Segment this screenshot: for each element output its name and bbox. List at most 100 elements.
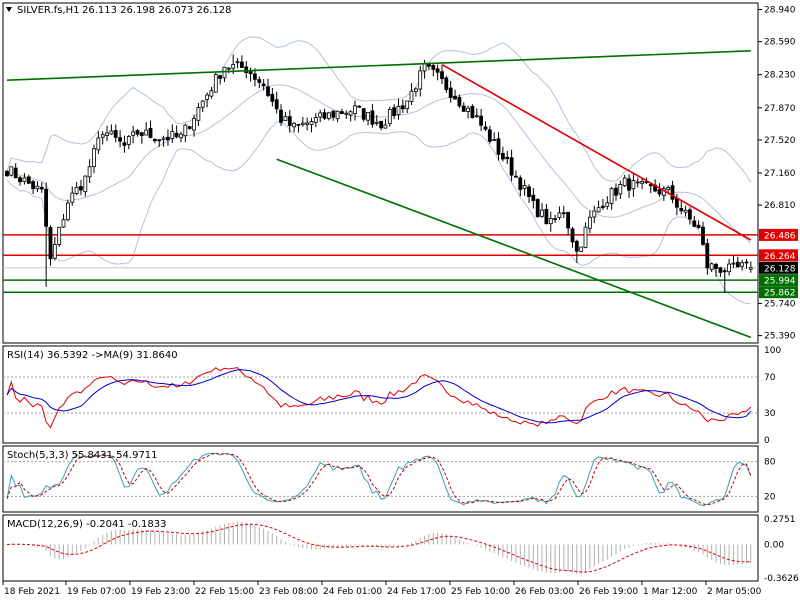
candle-bull bbox=[35, 185, 40, 190]
candle-bear bbox=[122, 142, 127, 146]
candle-bear bbox=[287, 116, 292, 126]
macd-panel[interactable] bbox=[2, 514, 759, 582]
candle-bull bbox=[727, 263, 731, 273]
candle-bull bbox=[409, 90, 414, 102]
time-tick-label: 24 Feb 01:00 bbox=[323, 587, 382, 597]
candle-bear bbox=[431, 65, 436, 70]
candle-bull bbox=[196, 107, 201, 121]
red-trendline[interactable] bbox=[441, 63, 752, 241]
rsi-line bbox=[6, 367, 752, 429]
rsi-tick-label: 100 bbox=[764, 346, 781, 356]
rsi-ma-line bbox=[6, 369, 752, 424]
candle-bull bbox=[557, 212, 562, 218]
candle-bear bbox=[135, 129, 140, 135]
price-label-text: 26.264 bbox=[764, 252, 796, 262]
candle-bull bbox=[283, 116, 288, 121]
candle-bear bbox=[535, 199, 540, 218]
candle-bear bbox=[701, 226, 705, 245]
green-trendline[interactable] bbox=[6, 50, 751, 81]
rsi-lines: 100 70 30 0 bbox=[3, 346, 781, 446]
candle-bull bbox=[492, 139, 497, 142]
price-tick-label: 27.160 bbox=[764, 169, 796, 179]
candle-bull bbox=[144, 129, 149, 136]
candle-bear bbox=[561, 212, 566, 215]
candle-bear bbox=[627, 178, 631, 191]
candle-bull bbox=[748, 267, 753, 270]
candle-bull bbox=[387, 109, 392, 125]
stochastic-title: Stoch(5,3,3) 55.8431 54.9711 bbox=[7, 450, 158, 461]
candle-bear bbox=[670, 185, 675, 200]
candle-bear bbox=[279, 109, 283, 123]
bollinger-upper bbox=[6, 36, 752, 183]
price-tick-label: 25.390 bbox=[764, 332, 796, 342]
candle-bull bbox=[57, 226, 62, 245]
candle-bull bbox=[66, 202, 70, 221]
candle-bull bbox=[326, 112, 331, 119]
candle-bull bbox=[374, 121, 379, 124]
candle-bear bbox=[440, 71, 444, 80]
candle-bear bbox=[518, 177, 523, 190]
candle-bull bbox=[83, 175, 88, 193]
candle-bull bbox=[222, 66, 227, 79]
candle-bear bbox=[570, 228, 575, 243]
candle-bear bbox=[79, 186, 83, 191]
candle-bull bbox=[92, 148, 96, 167]
candle-bull bbox=[74, 186, 79, 194]
stoch-signal-line bbox=[6, 452, 752, 506]
macd-signal-line bbox=[6, 523, 751, 573]
candle-bear bbox=[566, 211, 570, 229]
candle-bull bbox=[740, 262, 744, 267]
candle-bear bbox=[648, 183, 653, 187]
candle-bear bbox=[696, 224, 701, 228]
candle-bear bbox=[679, 207, 684, 212]
candle-bull bbox=[353, 105, 357, 114]
candle-bull bbox=[183, 124, 188, 137]
candle-bear bbox=[714, 263, 718, 269]
candle-bear bbox=[500, 153, 505, 160]
price-tick-label: 26.810 bbox=[764, 201, 796, 211]
candle-bear bbox=[744, 261, 749, 264]
candle-bear bbox=[48, 226, 53, 260]
rsi-tick-label: 0 bbox=[764, 436, 770, 446]
trendlines[interactable] bbox=[6, 50, 752, 339]
time-tick-label: 24 Feb 17:00 bbox=[387, 587, 446, 597]
candle-bull bbox=[631, 180, 636, 190]
green-trendline[interactable] bbox=[276, 158, 752, 339]
candle-bull bbox=[474, 115, 479, 118]
candle-bull bbox=[383, 124, 388, 129]
candle-bull bbox=[305, 122, 310, 125]
candle-bear bbox=[261, 83, 266, 87]
candle-bull bbox=[609, 188, 614, 204]
rsi-tick-label: 30 bbox=[764, 409, 776, 419]
candle-bull bbox=[96, 137, 101, 151]
candle-bull bbox=[640, 180, 644, 184]
candle-bear bbox=[118, 137, 122, 142]
rsi-panel[interactable] bbox=[2, 345, 759, 444]
candle-bull bbox=[683, 209, 688, 213]
candle-bear bbox=[248, 71, 253, 75]
price-tick-label: 28.940 bbox=[764, 6, 796, 16]
time-tick-label: 18 Feb 2021 bbox=[4, 587, 60, 597]
candle-bull bbox=[596, 207, 601, 213]
price-label-text: 25.994 bbox=[764, 277, 796, 287]
candle-bull bbox=[366, 112, 370, 121]
candle-bear bbox=[544, 208, 549, 225]
price-tick-label: 27.520 bbox=[764, 136, 796, 146]
candle-bull bbox=[292, 122, 297, 128]
candle-bull bbox=[540, 209, 544, 217]
stochastic-panel[interactable] bbox=[2, 445, 759, 513]
candle-bull bbox=[200, 100, 205, 108]
candle-bear bbox=[322, 112, 327, 119]
candle-bull bbox=[318, 112, 323, 118]
candle-bear bbox=[496, 138, 501, 155]
macd-title: MACD(12,26,9) -0.2041 -0.1833 bbox=[7, 519, 167, 530]
candle-bull bbox=[61, 219, 66, 228]
dropdown-triangle-icon[interactable] bbox=[6, 7, 12, 12]
candle-bull bbox=[100, 134, 105, 138]
candle-bull bbox=[605, 202, 610, 207]
candle-bear bbox=[448, 87, 453, 98]
candle-bear bbox=[148, 127, 153, 138]
macd-histogram: 0.2751 0.00 -0.3626 bbox=[6, 515, 799, 584]
